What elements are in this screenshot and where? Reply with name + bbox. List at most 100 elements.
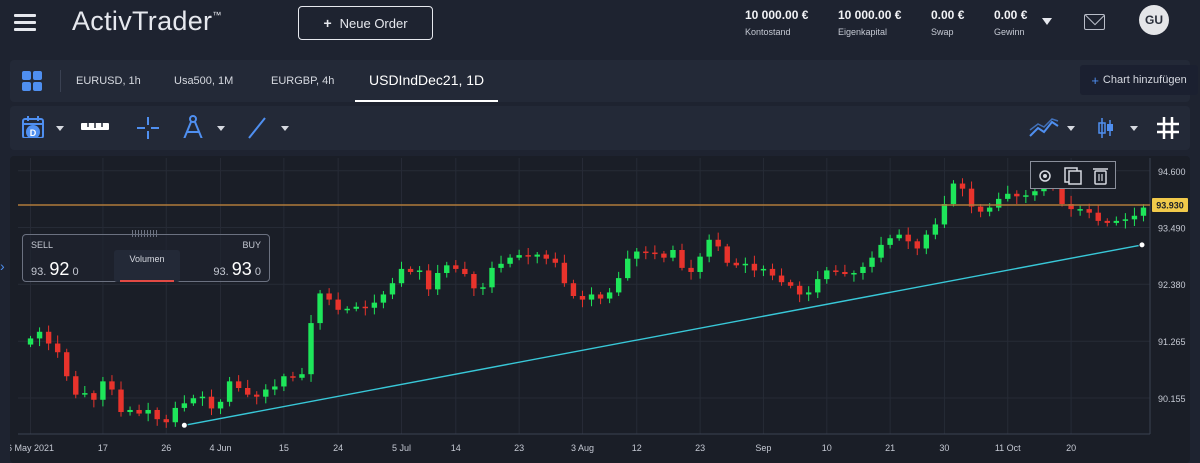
candle [380,294,387,303]
copy-icon[interactable] [1064,167,1082,185]
candle [154,409,160,420]
candle [163,419,169,423]
account-dropdown-icon[interactable] [1042,18,1052,25]
candle [941,204,948,225]
candle [887,238,893,245]
candle [833,270,839,272]
candle [724,246,730,263]
candle [290,376,296,378]
candle [54,343,61,353]
drag-handle[interactable] [132,230,158,237]
candle [652,252,658,255]
candle [82,393,88,395]
price-chart-panel[interactable]: 94.600 93.490 92.380 91.265 90.155 6 May 2021… [10,156,1190,463]
candle [453,265,459,269]
x-tick-label: 15 [279,443,289,453]
y-tick-label: 90.155 [1158,394,1186,404]
volume-button[interactable]: Volumen [114,250,180,282]
add-chart-button[interactable]: + Chart hinzufügen [1080,65,1198,95]
candle [1086,209,1092,213]
candle [425,270,432,290]
price-chart[interactable]: 94.600 93.490 92.380 91.265 90.155 6 May 2021… [10,156,1190,463]
x-tick-label: 5 Jul [392,443,411,453]
candle [815,279,821,293]
crosshair-icon[interactable] [136,116,160,140]
candle [1122,219,1129,221]
line-tool-icon[interactable] [246,116,268,140]
buy-price[interactable]: 93. 93 0 [213,259,261,279]
tab-eurusd[interactable]: EURUSD, 1h [76,75,141,87]
candle [64,352,70,377]
candle [923,234,930,249]
account-profit: 0.00 € Gewinn [994,8,1028,37]
candle [896,234,902,239]
trendline-handle [1138,241,1146,249]
line-dropdown-icon[interactable] [281,126,289,131]
candle [444,265,450,273]
candle [27,338,34,345]
x-tick-label: 24 [333,443,343,453]
candle-type-dropdown-icon[interactable] [1130,126,1138,131]
new-order-button[interactable]: + Neue Order [298,6,433,40]
candle [244,388,251,395]
account-balance: 10 000.00 € Kontostand [745,8,809,37]
x-tick-label: 6 May 2021 [10,443,54,453]
candle [145,409,151,414]
avatar[interactable]: GU [1139,5,1169,35]
candle [109,381,115,390]
candle [1014,193,1020,197]
candle [181,403,188,408]
candle [733,262,739,266]
x-tick-label: 20 [1066,443,1076,453]
candle [172,407,178,423]
settings-icon[interactable] [1039,170,1051,182]
candle [769,268,776,276]
candle [634,251,640,259]
mail-icon[interactable] [1084,14,1105,30]
candle [362,306,369,309]
candle [860,266,866,273]
timeframe-calendar-icon[interactable]: D [20,114,48,138]
x-tick-label: 4 Jun [210,443,232,453]
indicators-icon[interactable] [1028,116,1060,140]
candle [950,183,957,204]
drawing-dropdown-icon[interactable] [217,126,225,131]
drawing-compass-icon[interactable] [180,114,206,138]
candle [525,255,531,257]
timeframe-dropdown-icon[interactable] [56,126,64,131]
candle [489,267,495,288]
plus-icon: + [1091,72,1099,88]
indicators-dropdown-icon[interactable] [1067,126,1075,131]
account-equity: 10 000.00 € Eigenkapital [838,8,902,37]
top-bar: ActivTrader™ + Neue Order 10 000.00 € Kont… [0,0,1200,52]
grid-toggle-icon[interactable] [1156,116,1180,140]
candle [697,256,703,272]
tab-usdind[interactable]: USDIndDec21, 1D [355,60,499,102]
sell-price[interactable]: 93. 92 0 [31,259,79,279]
candle [226,381,233,402]
candle [851,273,857,275]
x-tick-label: 14 [451,443,461,453]
candle [507,257,513,264]
menu-icon[interactable] [14,14,36,34]
candle [462,268,468,275]
candle [534,254,540,257]
candle-type-icon[interactable] [1096,116,1116,140]
candle [688,267,694,272]
plus-icon: + [323,15,332,31]
y-tick-label: 91.265 [1158,337,1186,347]
candle [91,393,97,400]
candle [353,306,359,309]
candle [914,241,920,249]
candle [118,389,124,413]
candle [543,254,549,259]
candle [272,386,278,390]
chevron-right-icon[interactable]: › [0,258,5,274]
trash-icon[interactable] [1093,168,1108,185]
layout-grid-icon[interactable] [22,71,42,91]
tab-eurgbp[interactable]: EURGBP, 4h [271,75,335,87]
ruler-icon[interactable] [80,120,110,144]
x-tick-label: 21 [885,443,895,453]
candle [435,273,441,290]
tab-usa500[interactable]: Usa500, 1M [174,75,234,87]
